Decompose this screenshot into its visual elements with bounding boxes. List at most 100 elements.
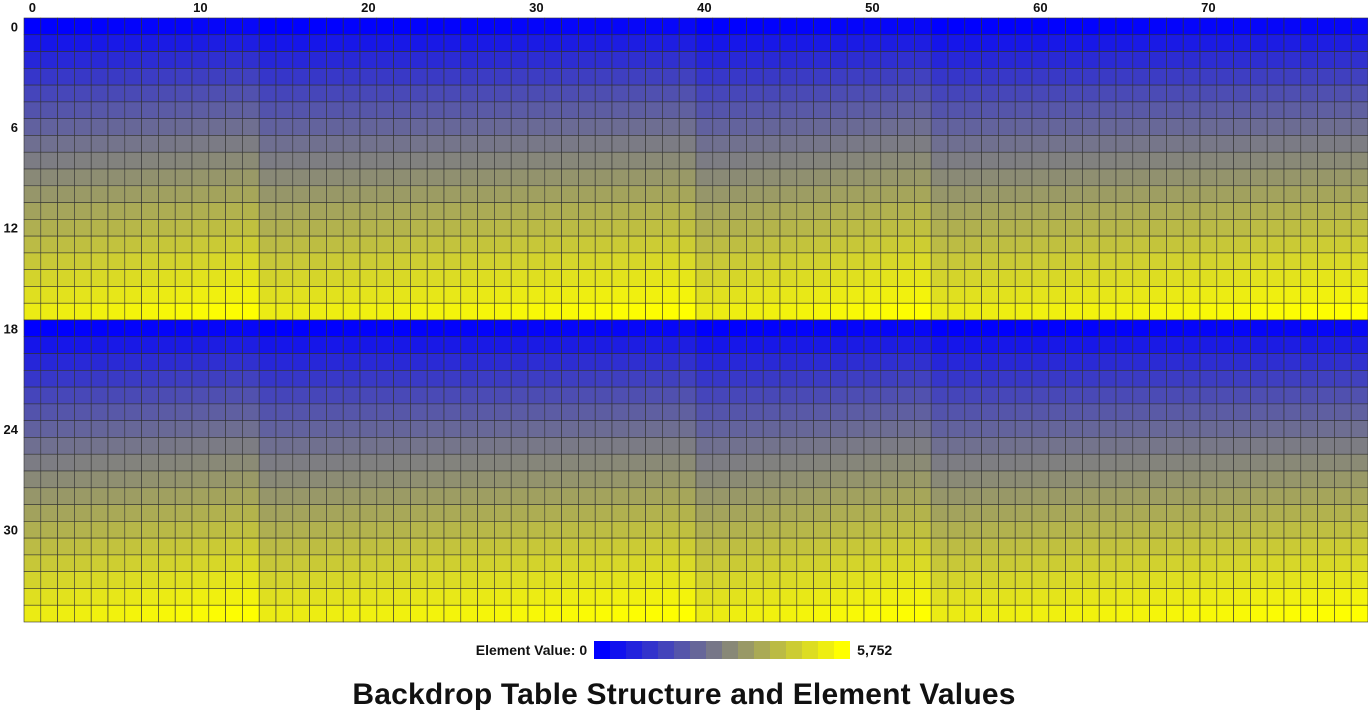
heatmap-cell — [461, 471, 478, 488]
heatmap-cell — [158, 572, 175, 589]
heatmap-cell — [226, 555, 243, 572]
heatmap-cell — [931, 303, 948, 320]
heatmap-cell — [209, 471, 226, 488]
heatmap-cell — [175, 437, 192, 454]
heatmap-cell — [898, 471, 915, 488]
heatmap-cell — [108, 186, 125, 203]
heatmap-cell — [360, 421, 377, 438]
heatmap-cell — [1200, 471, 1217, 488]
heatmap-cell — [74, 303, 91, 320]
heatmap-cell — [175, 270, 192, 287]
heatmap-cell — [830, 387, 847, 404]
heatmap-cell — [998, 521, 1015, 538]
heatmap-cell — [1150, 270, 1167, 287]
heatmap-cell — [158, 119, 175, 136]
heatmap-cell — [125, 253, 142, 270]
heatmap-cell — [998, 68, 1015, 85]
x-tick-label: 10 — [193, 0, 207, 15]
heatmap-cell — [91, 471, 108, 488]
heatmap-cell — [864, 538, 881, 555]
heatmap-cell — [293, 85, 310, 102]
heatmap-cell — [209, 169, 226, 186]
heatmap-cell — [830, 18, 847, 35]
heatmap-cell — [914, 18, 931, 35]
heatmap-cell — [1150, 320, 1167, 337]
heatmap-cell — [427, 354, 444, 371]
heatmap-cell — [1200, 370, 1217, 387]
heatmap-cell — [394, 135, 411, 152]
heatmap-cell — [948, 219, 965, 236]
heatmap-cell — [545, 68, 562, 85]
heatmap-cell — [562, 152, 579, 169]
heatmap-cell — [612, 437, 629, 454]
heatmap-cell — [595, 119, 612, 136]
heatmap-cell — [1166, 370, 1183, 387]
heatmap-cell — [360, 454, 377, 471]
heatmap-cell — [209, 454, 226, 471]
heatmap-cell — [293, 605, 310, 622]
heatmap-cell — [1015, 303, 1032, 320]
heatmap-cell — [326, 152, 343, 169]
heatmap-cell — [427, 454, 444, 471]
heatmap-cell — [730, 102, 747, 119]
heatmap-cell — [931, 555, 948, 572]
heatmap-cell — [209, 437, 226, 454]
heatmap-cell — [1183, 370, 1200, 387]
heatmap-cell — [310, 253, 327, 270]
heatmap-cell — [1334, 102, 1351, 119]
heatmap-cell — [1049, 354, 1066, 371]
heatmap-cell — [511, 421, 528, 438]
heatmap-cell — [360, 488, 377, 505]
heatmap-cell — [1301, 521, 1318, 538]
heatmap-cell — [780, 236, 797, 253]
heatmap-cell — [713, 521, 730, 538]
heatmap-cell — [528, 521, 545, 538]
heatmap-cell — [158, 303, 175, 320]
heatmap-cell — [1133, 219, 1150, 236]
heatmap-cell — [1099, 488, 1116, 505]
heatmap-cell — [511, 505, 528, 522]
heatmap-cell — [864, 421, 881, 438]
heatmap-cell — [478, 203, 495, 220]
heatmap-cell — [209, 337, 226, 354]
heatmap-cell — [511, 404, 528, 421]
heatmap-cell — [528, 236, 545, 253]
heatmap-cell — [797, 387, 814, 404]
heatmap-cell — [797, 521, 814, 538]
heatmap-cell — [612, 370, 629, 387]
heatmap-cell — [814, 505, 831, 522]
heatmap-cell — [1234, 119, 1251, 136]
heatmap-cell — [461, 236, 478, 253]
heatmap-cell — [1234, 505, 1251, 522]
heatmap-cell — [780, 572, 797, 589]
heatmap-cell — [763, 253, 780, 270]
heatmap-cell — [1015, 454, 1032, 471]
heatmap-cell — [343, 303, 360, 320]
heatmap-cell — [830, 488, 847, 505]
heatmap-cell — [125, 219, 142, 236]
heatmap-cell — [158, 169, 175, 186]
heatmap-cell — [562, 555, 579, 572]
heatmap-cell — [58, 203, 75, 220]
heatmap-cell — [629, 169, 646, 186]
heatmap-cell — [1301, 35, 1318, 52]
heatmap-cell — [259, 286, 276, 303]
heatmap-cell — [780, 337, 797, 354]
heatmap-cell — [175, 303, 192, 320]
heatmap-cell — [1234, 102, 1251, 119]
heatmap-cell — [1351, 203, 1368, 220]
heatmap-cell — [511, 605, 528, 622]
heatmap-cell — [192, 52, 209, 69]
heatmap-cell — [814, 253, 831, 270]
heatmap-cell — [1267, 421, 1284, 438]
heatmap-cell — [1099, 270, 1116, 287]
heatmap-cell — [595, 337, 612, 354]
heatmap-cell — [394, 253, 411, 270]
heatmap-cell — [612, 337, 629, 354]
heatmap-cell — [478, 354, 495, 371]
heatmap-cell — [1099, 186, 1116, 203]
heatmap-cell — [377, 303, 394, 320]
heatmap-cell — [310, 186, 327, 203]
heatmap-cell — [998, 286, 1015, 303]
heatmap-cell — [881, 370, 898, 387]
